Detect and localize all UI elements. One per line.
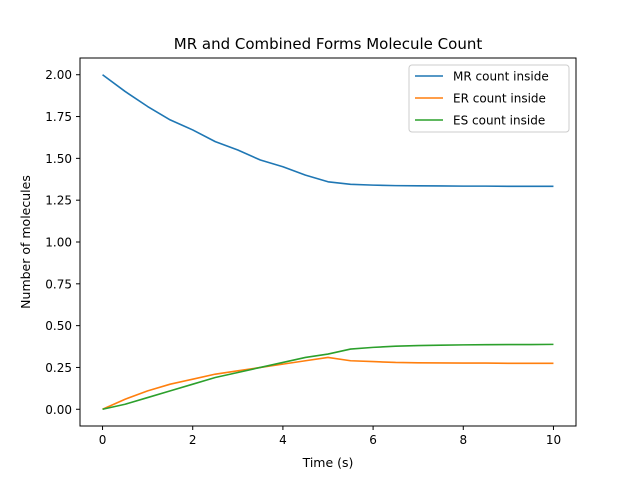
y-tick-label: 1.75 — [45, 110, 72, 124]
legend-box — [408, 64, 570, 133]
legend-entry-label: ES count inside — [453, 114, 545, 128]
series-line-3 — [102, 343, 554, 411]
x-tick-label: 6 — [369, 433, 377, 447]
legend: MR count inside ER count inside ES count i… — [408, 64, 570, 133]
y-axis-label: Number of molecules — [18, 175, 33, 309]
legend-entry-label: ER count inside — [453, 92, 546, 106]
y-axis-ticks: 0.00 0.25 0.50 0.75 1.00 1.25 1.50 1.75 2.00 — [45, 68, 80, 417]
x-tick-label: 10 — [546, 433, 561, 447]
y-tick-label: 1.50 — [45, 152, 72, 166]
x-tick-label: 4 — [279, 433, 287, 447]
legend-entry-label: MR count inside — [453, 70, 549, 84]
chart-title: MR and Combined Forms Molecule Count — [174, 35, 483, 53]
y-tick-label: 1.25 — [45, 194, 72, 208]
x-tick-label: 0 — [99, 433, 107, 447]
plot-area — [102, 74, 554, 411]
y-tick-label: 0.25 — [45, 361, 72, 375]
series-line-1 — [102, 74, 554, 188]
x-axis-ticks: 0 2 4 6 8 10 — [99, 426, 561, 447]
x-tick-label: 2 — [189, 433, 197, 447]
y-tick-label: 0.75 — [45, 277, 72, 291]
y-tick-label: 1.00 — [45, 236, 72, 250]
y-tick-label: 2.00 — [45, 68, 72, 82]
y-tick-label: 0.00 — [45, 403, 72, 417]
x-axis-label: Time (s) — [302, 455, 354, 470]
y-tick-label: 0.50 — [45, 319, 72, 333]
series-line-2 — [102, 356, 554, 411]
x-tick-label: 8 — [459, 433, 467, 447]
